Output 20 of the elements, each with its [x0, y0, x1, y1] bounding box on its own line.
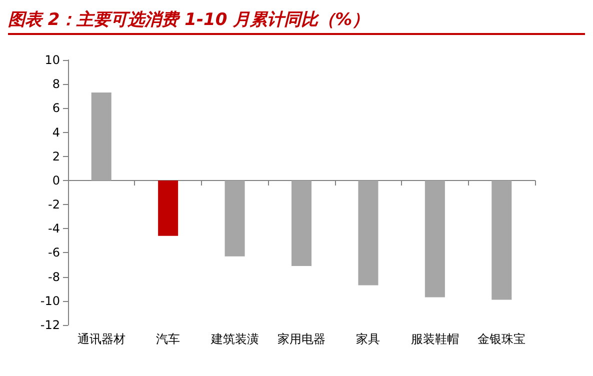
chart-title: 图表 2：主要可选消费 1-10 月累计同比（%） [8, 8, 585, 35]
x-tick-label: 家具 [356, 332, 380, 346]
x-tick-label: 家用电器 [278, 332, 326, 346]
y-tick-label: 4 [52, 125, 60, 140]
y-tick-label: -10 [40, 294, 60, 308]
y-tick-label: 8 [52, 77, 60, 92]
y-tick-label: -2 [48, 198, 60, 212]
y-tick-label: -4 [48, 222, 60, 236]
x-tick-label: 服装鞋帽 [410, 332, 459, 346]
y-tick-label: 6 [52, 101, 60, 116]
x-tick-label: 金银珠宝 [478, 332, 526, 346]
y-tick-label: -12 [40, 318, 60, 332]
x-tick-label: 汽车 [156, 332, 180, 346]
x-tick-label: 建筑装潢 [210, 332, 259, 346]
y-tick-label: 2 [52, 149, 60, 164]
y-tick-label: -8 [48, 270, 60, 284]
y-tick-label: 0 [52, 173, 60, 188]
y-tick-label: 10 [44, 53, 60, 67]
y-tick-label: -6 [48, 246, 60, 260]
x-tick-label: 通讯器材 [77, 332, 126, 346]
